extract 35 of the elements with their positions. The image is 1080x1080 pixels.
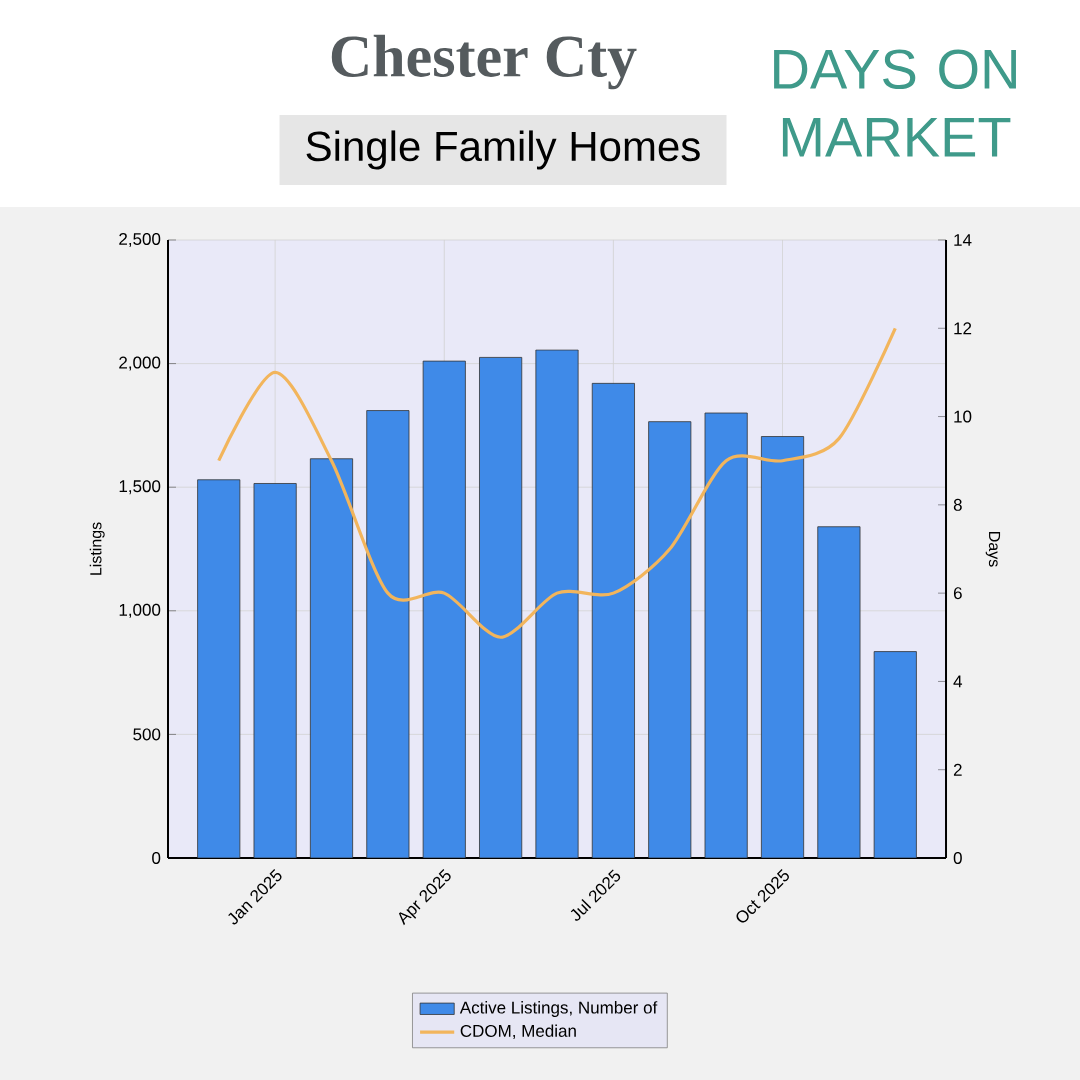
y-tick-label: 500	[133, 728, 161, 741]
bar	[591, 382, 635, 858]
y2-axis-title: Days	[985, 532, 1001, 567]
y2-tick-label: 10	[954, 410, 972, 423]
bar	[704, 412, 748, 858]
y2-tick-label: 4	[953, 675, 963, 688]
bar	[366, 410, 410, 858]
bar	[817, 526, 861, 858]
y2-tick-label: 2	[953, 763, 962, 776]
bar	[648, 421, 692, 858]
y2-tick-label: 0	[953, 851, 962, 864]
y-tick-label: 1,500	[119, 480, 161, 495]
chart-title: Chester Cty	[331, 34, 637, 90]
y-tick-label: 2,500	[119, 232, 161, 247]
bar	[479, 357, 523, 858]
bar	[873, 651, 917, 858]
y2-tick-label: 6	[953, 587, 962, 600]
bar	[197, 479, 241, 858]
bar	[760, 436, 805, 858]
y-tick-label: 1,000	[119, 603, 161, 618]
legend-label: Active Listings, Number of	[459, 1001, 658, 1017]
y2-tick-label: 8	[953, 498, 962, 511]
chart-subtitle: Single Family Homes	[306, 130, 700, 170]
y2-tick-label: 14	[954, 234, 972, 246]
legend-label: CDOM, Median	[460, 1024, 576, 1039]
y2-tick-label: 12	[954, 322, 972, 335]
y-tick-label: 0	[152, 851, 161, 865]
y-axis-title: Listings	[89, 522, 105, 575]
bar	[309, 458, 354, 858]
line-series	[217, 326, 897, 639]
text: DAYS ON MARKET	[774, 49, 1016, 157]
bar	[535, 349, 579, 858]
bar	[422, 360, 466, 858]
bar	[253, 483, 297, 858]
y-tick-label: 2,000	[119, 356, 161, 371]
